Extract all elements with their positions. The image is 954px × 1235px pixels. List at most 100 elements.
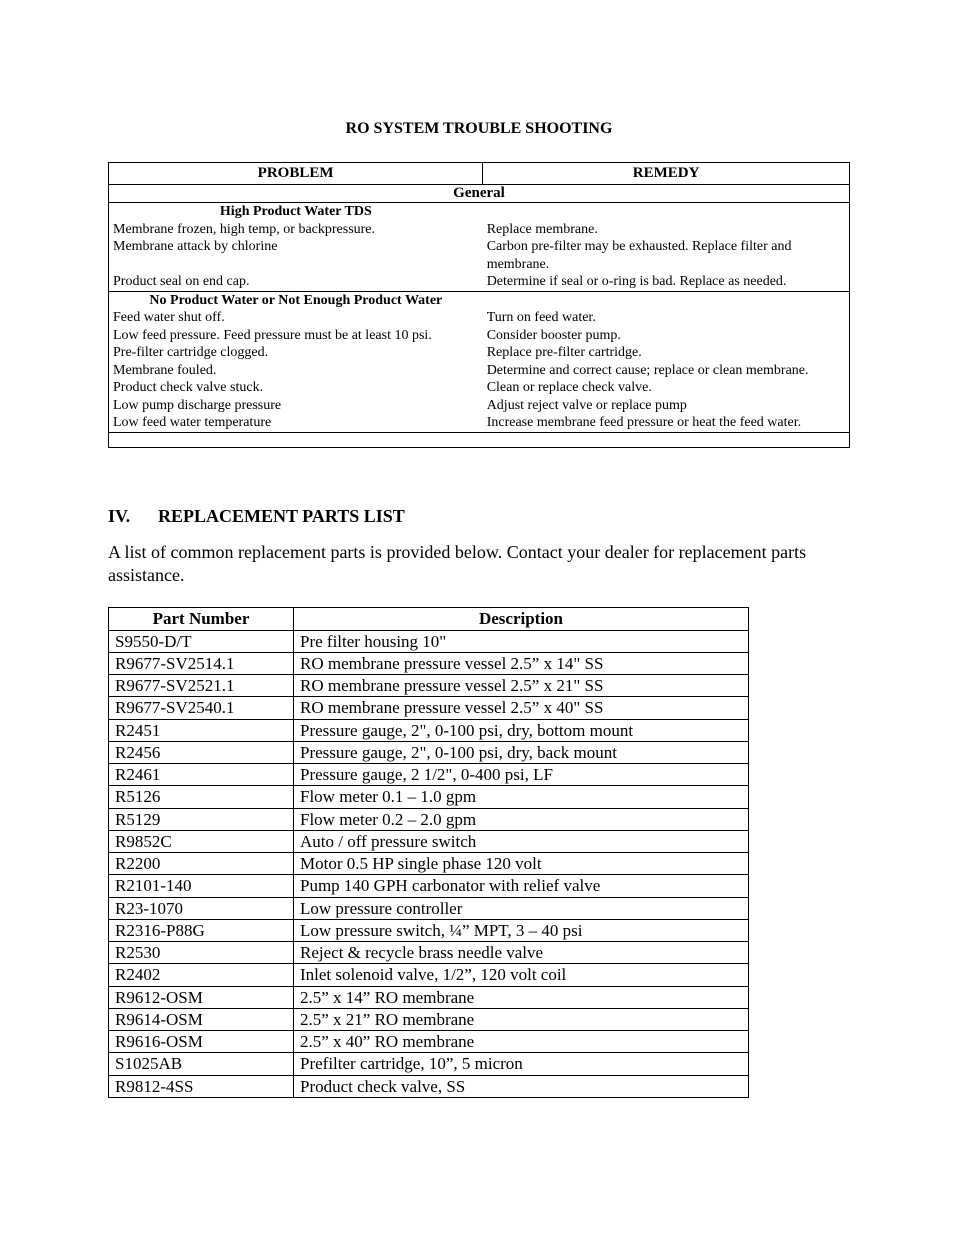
trouble-empty (483, 203, 849, 221)
document-title: RO SYSTEM TROUBLE SHOOTING (108, 120, 850, 138)
trouble-row: Pre-filter cartridge clogged. Replace pr… (109, 344, 849, 362)
parts-row: R9677-SV2521.1RO membrane pressure vesse… (109, 675, 749, 697)
parts-cell-part: S9550-D/T (109, 630, 294, 652)
parts-row: R2402Inlet solenoid valve, 1/2”, 120 vol… (109, 964, 749, 986)
parts-row: R9612-OSM2.5” x 14” RO membrane (109, 986, 749, 1008)
parts-row: R2530Reject & recycle brass needle valve (109, 942, 749, 964)
trouble-remedy: Replace membrane. (483, 221, 849, 239)
parts-cell-desc: Prefilter cartridge, 10”, 5 micron (294, 1053, 749, 1075)
parts-row: R5126Flow meter 0.1 – 1.0 gpm (109, 786, 749, 808)
parts-row: R2316-P88GLow pressure switch, ¼” MPT, 3… (109, 919, 749, 941)
trouble-remedy: Determine if seal or o-ring is bad. Repl… (483, 273, 849, 291)
parts-cell-part: R9852C (109, 830, 294, 852)
parts-cell-part: R9812-4SS (109, 1075, 294, 1097)
parts-cell-part: R2461 (109, 764, 294, 786)
parts-cell-part: R2530 (109, 942, 294, 964)
parts-cell-part: R23-1070 (109, 897, 294, 919)
parts-row: R23-1070Low pressure controller (109, 897, 749, 919)
parts-section-intro: A list of common replacement parts is pr… (108, 541, 850, 588)
trouble-group-subtitle: High Product Water TDS (109, 203, 483, 221)
parts-cell-desc: Low pressure controller (294, 897, 749, 919)
parts-section-heading: IV. REPLACEMENT PARTS LIST (108, 506, 850, 527)
parts-row: R2451Pressure gauge, 2", 0-100 psi, dry,… (109, 719, 749, 741)
trouble-problem: Membrane fouled. (109, 362, 483, 380)
parts-cell-desc: Pre filter housing 10" (294, 630, 749, 652)
parts-cell-desc: Auto / off pressure switch (294, 830, 749, 852)
parts-cell-part: R2456 (109, 741, 294, 763)
parts-row: R5129Flow meter 0.2 – 2.0 gpm (109, 808, 749, 830)
parts-row: R9812-4SSProduct check valve, SS (109, 1075, 749, 1097)
parts-cell-part: R5129 (109, 808, 294, 830)
trouble-row: Low feed pressure. Feed pressure must be… (109, 327, 849, 345)
trouble-header-remedy: REMEDY (483, 163, 850, 185)
trouble-header-problem: PROBLEM (109, 163, 483, 185)
parts-cell-part: R2402 (109, 964, 294, 986)
trouble-problem: Pre-filter cartridge clogged. (109, 344, 483, 362)
parts-cell-desc: Reject & recycle brass needle valve (294, 942, 749, 964)
trouble-problem: Feed water shut off. (109, 309, 483, 327)
parts-row: R2200Motor 0.5 HP single phase 120 volt (109, 853, 749, 875)
parts-cell-part: R5126 (109, 786, 294, 808)
trouble-row: Membrane fouled. Determine and correct c… (109, 362, 849, 380)
parts-row: R9616-OSM2.5” x 40” RO membrane (109, 1031, 749, 1053)
parts-row: R2461Pressure gauge, 2 1/2", 0-400 psi, … (109, 764, 749, 786)
parts-cell-part: R9614-OSM (109, 1008, 294, 1030)
trouble-problem: Product seal on end cap. (109, 273, 483, 291)
parts-row: R2456Pressure gauge, 2", 0-100 psi, dry,… (109, 741, 749, 763)
parts-header-desc: Description (294, 608, 749, 630)
parts-cell-part: R9677-SV2521.1 (109, 675, 294, 697)
trouble-problem: Low pump discharge pressure (109, 397, 483, 415)
trouble-row: Low feed water temperature Increase memb… (109, 414, 849, 432)
parts-cell-part: S1025AB (109, 1053, 294, 1075)
parts-cell-part: R2316-P88G (109, 919, 294, 941)
trouble-remedy: Carbon pre-filter may be exhausted. Repl… (483, 238, 849, 273)
parts-cell-desc: Flow meter 0.1 – 1.0 gpm (294, 786, 749, 808)
trouble-group-subtitle: No Product Water or Not Enough Product W… (109, 292, 483, 310)
trouble-remedy: Replace pre-filter cartridge. (483, 344, 849, 362)
parts-row: R9677-SV2540.1RO membrane pressure vesse… (109, 697, 749, 719)
trouble-remedy: Increase membrane feed pressure or heat … (483, 414, 849, 432)
parts-cell-desc: Pressure gauge, 2", 0-100 psi, dry, bott… (294, 719, 749, 741)
trouble-row: Low pump discharge pressure Adjust rejec… (109, 397, 849, 415)
parts-cell-desc: 2.5” x 21” RO membrane (294, 1008, 749, 1030)
parts-cell-desc: RO membrane pressure vessel 2.5” x 14" S… (294, 652, 749, 674)
parts-cell-desc: Pressure gauge, 2", 0-100 psi, dry, back… (294, 741, 749, 763)
parts-cell-part: R9677-SV2540.1 (109, 697, 294, 719)
parts-cell-desc: Product check valve, SS (294, 1075, 749, 1097)
trouble-remedy: Adjust reject valve or replace pump (483, 397, 849, 415)
trouble-remedy: Turn on feed water. (483, 309, 849, 327)
parts-row: R9852CAuto / off pressure switch (109, 830, 749, 852)
parts-cell-desc: 2.5” x 14” RO membrane (294, 986, 749, 1008)
parts-row: R9677-SV2514.1RO membrane pressure vesse… (109, 652, 749, 674)
trouble-problem: Product check valve stuck. (109, 379, 483, 397)
parts-cell-desc: Inlet solenoid valve, 1/2”, 120 volt coi… (294, 964, 749, 986)
trouble-row: Membrane attack by chlorine Carbon pre-f… (109, 238, 849, 273)
parts-cell-desc: Pressure gauge, 2 1/2", 0-400 psi, LF (294, 764, 749, 786)
parts-section-number: IV. (108, 506, 158, 527)
trouble-problem: Membrane frozen, high temp, or backpress… (109, 221, 483, 239)
parts-row: R9614-OSM2.5” x 21” RO membrane (109, 1008, 749, 1030)
trouble-remedy: Determine and correct cause; replace or … (483, 362, 849, 380)
parts-cell-desc: Pump 140 GPH carbonator with relief valv… (294, 875, 749, 897)
parts-cell-part: R2200 (109, 853, 294, 875)
parts-cell-desc: 2.5” x 40” RO membrane (294, 1031, 749, 1053)
trouble-row: Membrane frozen, high temp, or backpress… (109, 221, 849, 239)
parts-row: S9550-D/TPre filter housing 10" (109, 630, 749, 652)
parts-cell-part: R2101-140 (109, 875, 294, 897)
parts-row: S1025ABPrefilter cartridge, 10”, 5 micro… (109, 1053, 749, 1075)
parts-row: R2101-140Pump 140 GPH carbonator with re… (109, 875, 749, 897)
trouble-row: Product seal on end cap. Determine if se… (109, 273, 849, 291)
trouble-remedy: Consider booster pump. (483, 327, 849, 345)
parts-cell-desc: RO membrane pressure vessel 2.5” x 40" S… (294, 697, 749, 719)
trouble-problem: Membrane attack by chlorine (109, 238, 483, 273)
parts-cell-desc: Low pressure switch, ¼” MPT, 3 – 40 psi (294, 919, 749, 941)
parts-cell-part: R2451 (109, 719, 294, 741)
parts-cell-desc: Motor 0.5 HP single phase 120 volt (294, 853, 749, 875)
parts-header-part: Part Number (109, 608, 294, 630)
parts-cell-part: R9616-OSM (109, 1031, 294, 1053)
troubleshooting-table: PROBLEM REMEDY General High Product Wate… (108, 162, 850, 448)
trouble-empty (483, 292, 849, 310)
trouble-section-title: General (109, 185, 850, 203)
trouble-problem: Low feed pressure. Feed pressure must be… (109, 327, 483, 345)
parts-table: Part Number Description S9550-D/TPre fil… (108, 607, 749, 1098)
